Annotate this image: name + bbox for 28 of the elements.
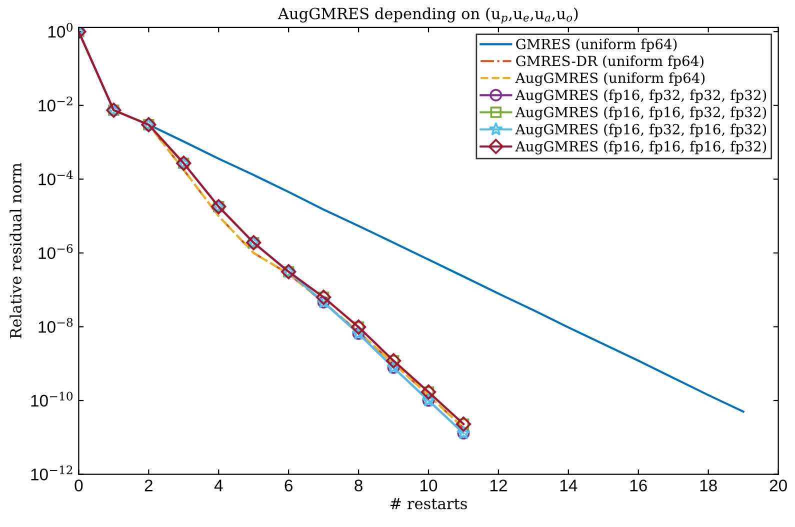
x-tick-label: 8 — [354, 480, 362, 492]
legend-label: AugGMRES (fp16, fp16, fp16, fp32) — [515, 140, 766, 154]
legend-label: AugGMRES (uniform fp64) — [515, 72, 705, 86]
y-tick-label: 10$^{−10}$ — [31, 392, 73, 407]
y-tick-label: 10$^{−2}$ — [38, 96, 72, 112]
y-axis-title: Relative residual norm — [10, 163, 22, 338]
x-tick-label: 4 — [214, 480, 223, 492]
y-tick-label: 10$^{−6}$ — [38, 244, 73, 260]
x-axis-title: # restarts — [390, 498, 467, 510]
legend-label: AugGMRES (fp16, fp16, fp32, fp32) — [515, 106, 766, 120]
x-tick-label: 18 — [700, 480, 717, 492]
x-tick-label: 20 — [770, 480, 787, 492]
x-tick-label: 6 — [284, 480, 292, 492]
x-tick-label: 12 — [490, 480, 507, 492]
legend-label: GMRES (uniform fp64) — [516, 38, 677, 52]
y-tick-label: 10$^{−4}$ — [38, 170, 73, 186]
x-tick-label: 16 — [630, 480, 647, 492]
y-tick-label: 10$^{−12}$ — [31, 466, 72, 480]
legend-label: AugGMRES (fp16, fp32, fp32, fp32) — [515, 89, 766, 104]
x-tick-label: 2 — [144, 480, 152, 492]
x-tick-label: 14 — [560, 480, 578, 492]
chart-title: AugGMRES depending on (u$_{p}$,u$_{e}$,u$_{a}$,u$_{o}$) — [278, 7, 578, 24]
y-tick-label: 10$^{0}$ — [48, 22, 73, 38]
legend-label: GMRES-DR (uniform fp64) — [516, 55, 704, 69]
y-tick-label: 10$^{−8}$ — [38, 318, 73, 333]
x-tick-label: 10 — [420, 480, 438, 492]
x-tick-label: 0 — [74, 480, 83, 492]
legend-label: AugGMRES (fp16, fp32, fp16, fp32) — [515, 124, 766, 138]
